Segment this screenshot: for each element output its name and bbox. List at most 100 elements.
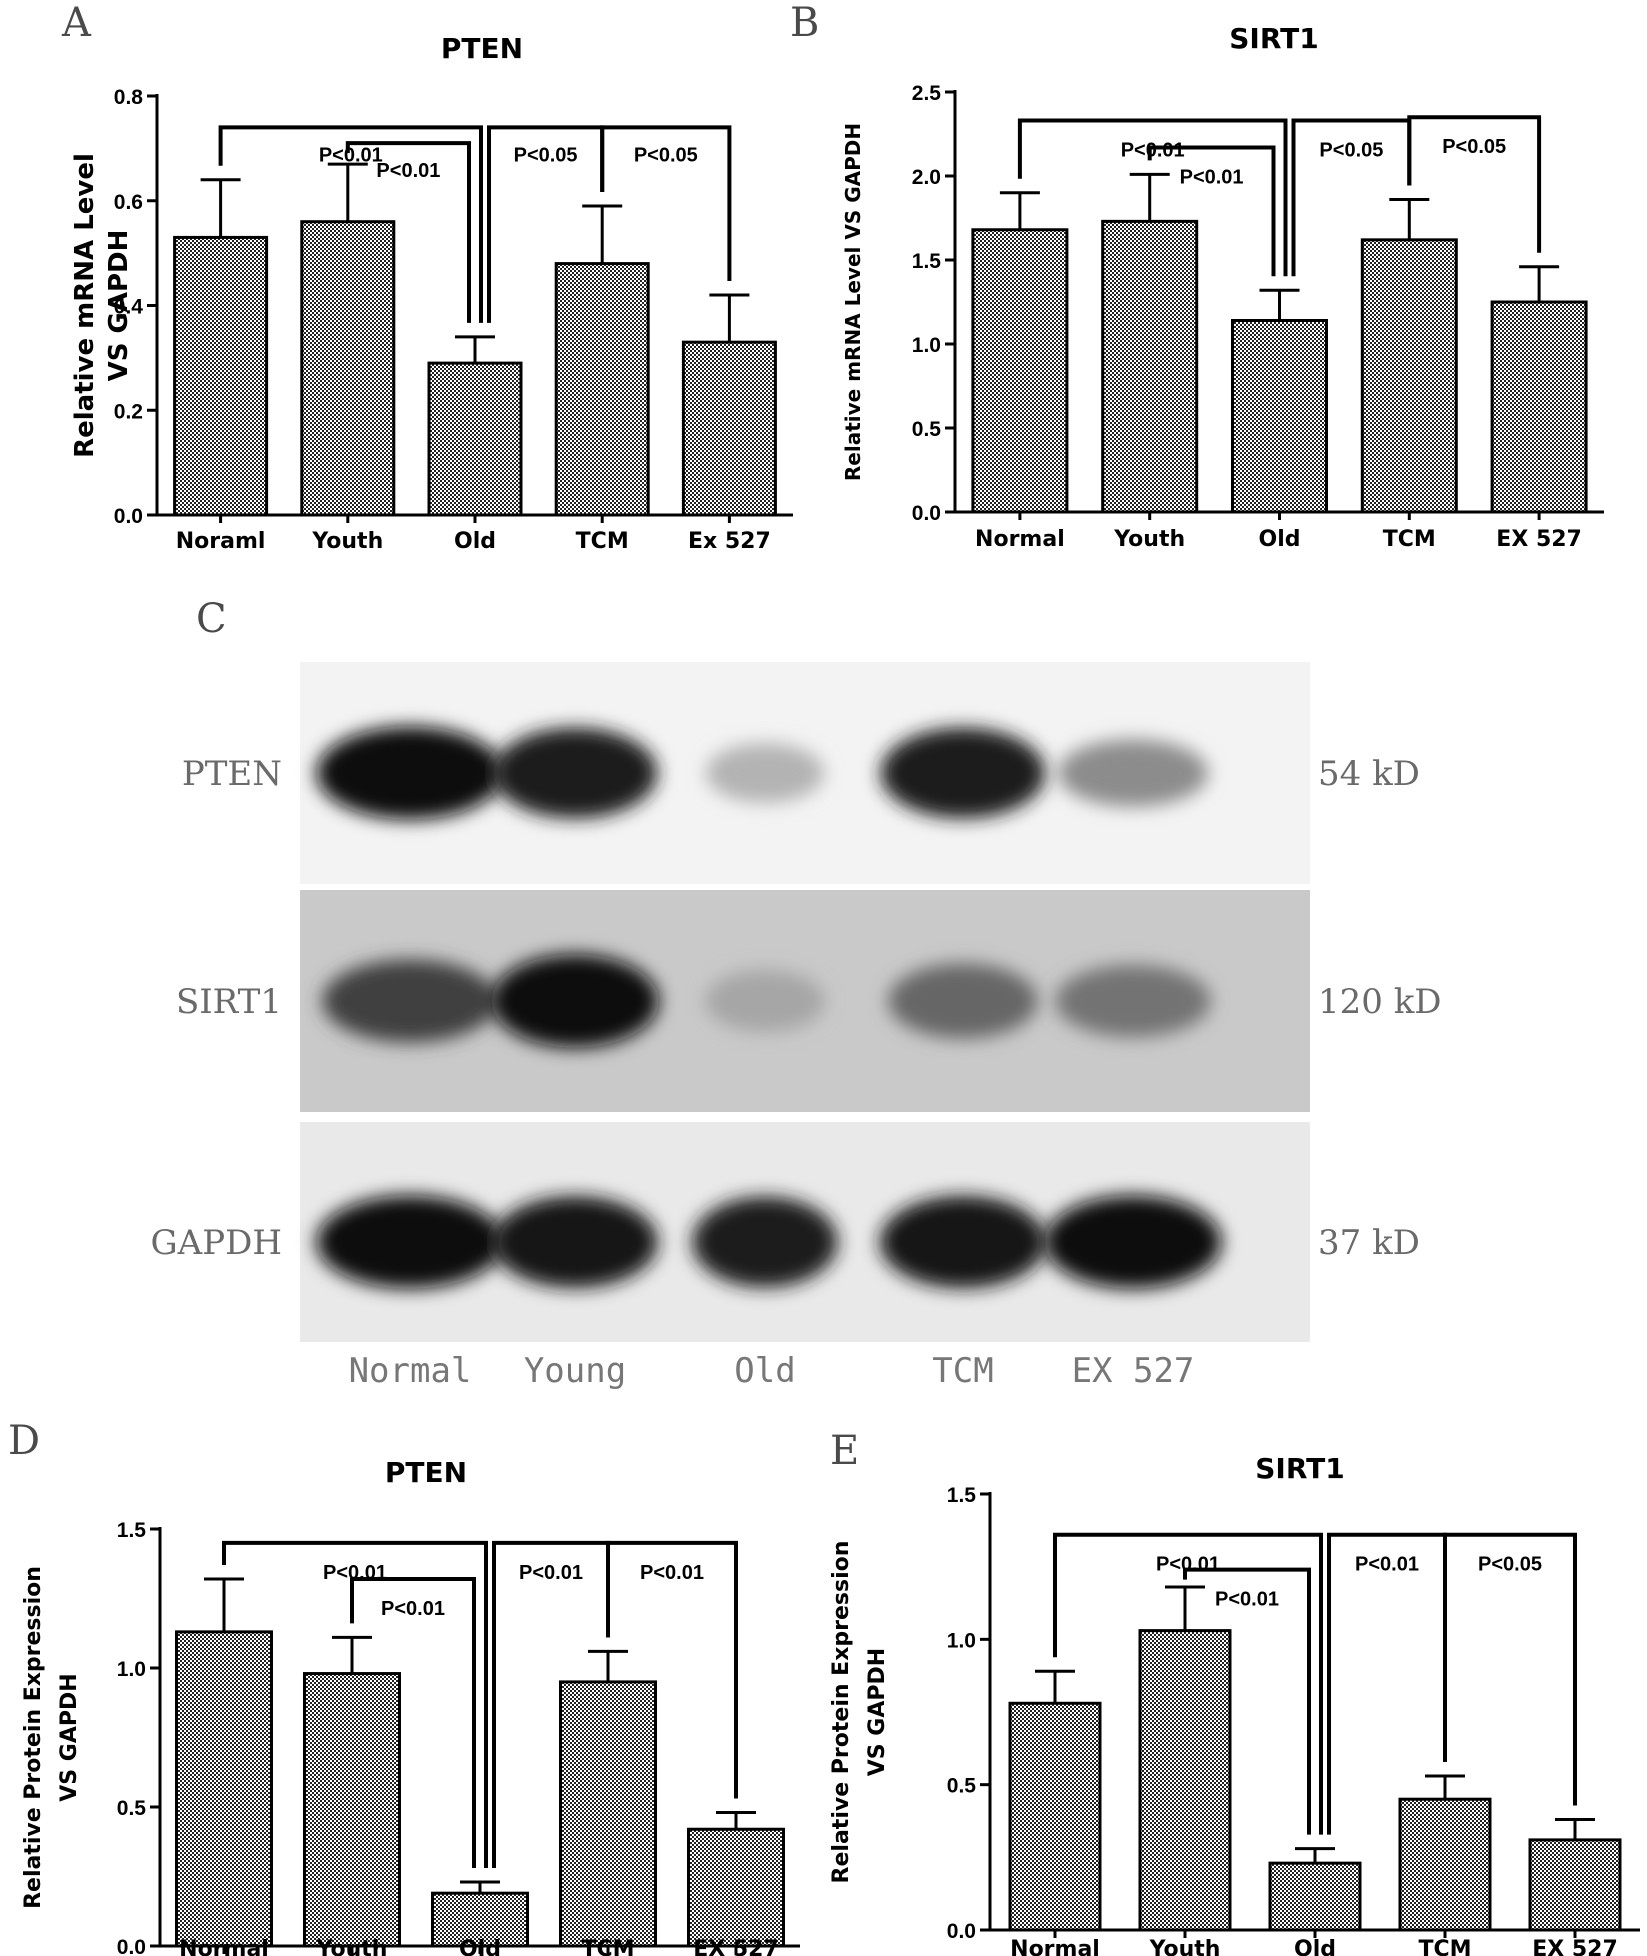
y-tick-label: 0.5 bbox=[947, 1775, 977, 1798]
bar bbox=[687, 1827, 785, 1948]
significance-bracket bbox=[1147, 145, 1276, 277]
chart-pten-mrna: PTEN Relative mRNA Level VS GAPDH 0.0 0.2 0.4… bbox=[70, 32, 793, 554]
blot-band bbox=[322, 959, 498, 1043]
blot-band bbox=[491, 954, 659, 1048]
category-label: Noraml bbox=[176, 529, 266, 554]
y-tick-label: 1.0 bbox=[117, 1658, 146, 1681]
blot-lane-label: EX 527 bbox=[1072, 1351, 1195, 1391]
category-label: TCM bbox=[1418, 1937, 1471, 1956]
y-axis-title: VS GAPDH bbox=[865, 1648, 890, 1776]
significance-bracket bbox=[600, 125, 732, 282]
bar bbox=[427, 361, 523, 517]
category-label: Old bbox=[1259, 527, 1301, 552]
chart-title: PTEN bbox=[385, 1456, 467, 1489]
p-value-label: P<0.05 bbox=[634, 144, 698, 166]
category-label: Youth bbox=[316, 1937, 388, 1956]
significance-bracket bbox=[345, 141, 471, 323]
y-tick-label: 1.5 bbox=[912, 250, 942, 273]
y-tick-label: 0.4 bbox=[114, 296, 144, 319]
category-label: Old bbox=[1294, 1937, 1336, 1956]
category-label: Normal bbox=[1010, 1937, 1100, 1956]
y-axis-title: Relative mRNA Level VS GAPDH bbox=[841, 123, 865, 481]
bar bbox=[300, 220, 396, 517]
blot-lane-label: Normal bbox=[349, 1351, 472, 1391]
blot-band bbox=[692, 1196, 838, 1288]
significance-bracket bbox=[1407, 115, 1542, 253]
y-tick-label: 1.0 bbox=[947, 1629, 976, 1652]
blot-band bbox=[705, 743, 825, 803]
bar bbox=[1490, 300, 1588, 514]
bar bbox=[1528, 1838, 1622, 1932]
panel-letter-e: E bbox=[830, 1428, 859, 1474]
bar bbox=[431, 1891, 529, 1948]
bar bbox=[1231, 318, 1328, 514]
significance-bracket bbox=[606, 1540, 738, 1799]
p-value-label: P<0.01 bbox=[1156, 1554, 1220, 1576]
y-axis-title: VS GAPDH bbox=[104, 230, 134, 382]
category-label: EX 527 bbox=[1532, 1937, 1618, 1956]
y-tick-label: 0.8 bbox=[114, 86, 144, 109]
bar bbox=[303, 1672, 401, 1948]
y-axis-title: Relative Protein Expression bbox=[21, 1566, 46, 1909]
y-tick-label: 0.6 bbox=[114, 191, 143, 214]
y-axis-title: Relative mRNA Level bbox=[70, 153, 100, 458]
category-label: TCM bbox=[1383, 527, 1436, 552]
panel-letter-a: A bbox=[61, 0, 92, 46]
significance-bracket bbox=[1053, 1532, 1323, 1835]
significance-bracket bbox=[1443, 1532, 1577, 1806]
panel-letter-d: D bbox=[8, 1418, 40, 1464]
category-label: Normal bbox=[179, 1937, 269, 1956]
blot-protein-label: GAPDH bbox=[150, 1223, 282, 1263]
y-tick-label: 1.0 bbox=[912, 334, 941, 357]
p-value-label: P<0.01 bbox=[640, 1562, 704, 1584]
p-value-label: P<0.01 bbox=[519, 1562, 583, 1584]
chart-title: PTEN bbox=[441, 32, 523, 65]
bar bbox=[559, 1680, 657, 1948]
p-value-label: P<0.05 bbox=[1319, 140, 1383, 162]
blot-band bbox=[316, 726, 504, 820]
bar bbox=[1268, 1861, 1362, 1932]
category-label: Youth bbox=[311, 529, 383, 554]
significance-bracket bbox=[1183, 1567, 1311, 1835]
bar bbox=[1008, 1701, 1102, 1932]
y-tick-label: 1.5 bbox=[947, 1484, 977, 1507]
category-label: EX 527 bbox=[693, 1937, 779, 1956]
bar bbox=[175, 1630, 273, 1948]
significance-bracket bbox=[1017, 118, 1288, 277]
blot-protein-label: SIRT1 bbox=[176, 982, 282, 1022]
y-tick-label: 0.5 bbox=[117, 1797, 147, 1820]
p-value-label: P<0.01 bbox=[381, 1598, 445, 1620]
p-value-label: P<0.05 bbox=[514, 144, 578, 166]
blot-size-label: 37 kD bbox=[1318, 1223, 1420, 1263]
y-tick-label: 0.5 bbox=[912, 418, 942, 441]
blot-band bbox=[888, 963, 1038, 1039]
panel-letter-b: B bbox=[790, 0, 819, 46]
p-value-label: P<0.05 bbox=[1478, 1554, 1542, 1576]
p-value-label: P<0.01 bbox=[1121, 140, 1185, 162]
y-tick-label: 0.2 bbox=[114, 400, 143, 423]
blot-band bbox=[316, 1195, 504, 1289]
blot-band bbox=[880, 727, 1046, 819]
significance-bracket bbox=[350, 1577, 476, 1869]
category-label: EX 527 bbox=[1496, 527, 1582, 552]
chart-sirt1-protein: SIRT1 Relative Protein Expression VS GAPDH… bbox=[829, 1452, 1640, 1956]
bar bbox=[1138, 1629, 1232, 1932]
bar bbox=[681, 340, 777, 517]
p-value-label: P<0.05 bbox=[1442, 136, 1506, 158]
blot-band bbox=[704, 969, 826, 1033]
bar bbox=[1101, 219, 1199, 514]
blot-band bbox=[492, 727, 658, 819]
significance-bracket bbox=[1327, 1532, 1447, 1835]
category-label: Ex 527 bbox=[688, 529, 771, 554]
chart-title: SIRT1 bbox=[1229, 22, 1318, 55]
significance-bracket bbox=[222, 1540, 488, 1869]
blot-lane-label: Old bbox=[734, 1351, 795, 1391]
y-tick-label: 0.0 bbox=[114, 505, 143, 528]
p-value-label: P<0.01 bbox=[376, 160, 440, 182]
y-tick-label: 1.5 bbox=[117, 1519, 147, 1542]
p-value-label: P<0.01 bbox=[1355, 1554, 1419, 1576]
category-label: Old bbox=[454, 529, 496, 554]
y-tick-label: 0.0 bbox=[117, 1936, 146, 1956]
blot-lane-label: TCM bbox=[932, 1351, 993, 1391]
